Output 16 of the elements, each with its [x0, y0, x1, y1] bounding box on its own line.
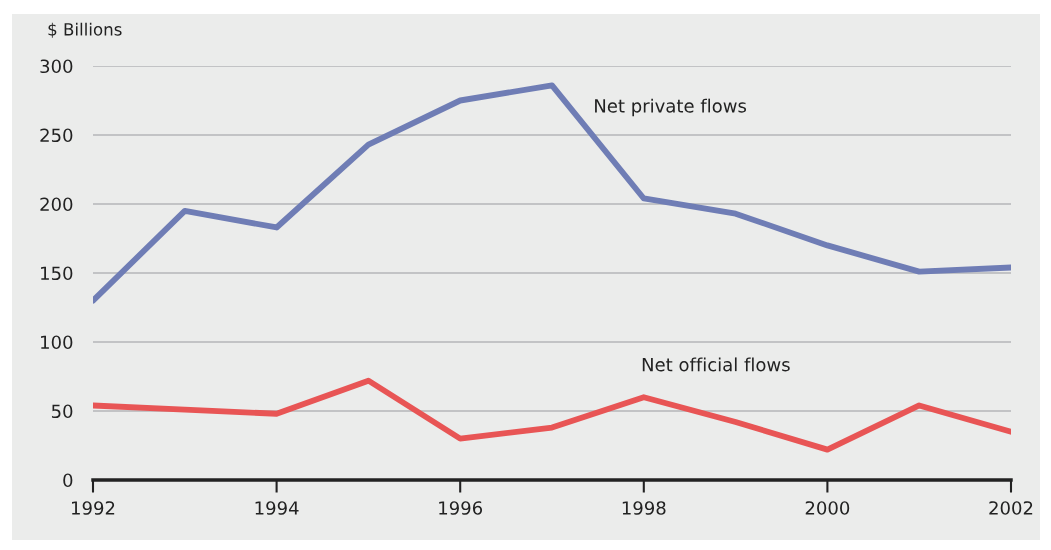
y-tick-label: 250	[40, 128, 73, 143]
y-tick-label: 200	[40, 197, 73, 212]
series-label: Net private flows	[595, 98, 747, 117]
x-tick-label: 2000	[805, 501, 850, 515]
x-tick-label: 1992	[72, 501, 115, 515]
x-tick-label: 1994	[255, 501, 299, 515]
y-tick-label: 100	[41, 335, 73, 350]
x-tick-label: 1996	[439, 501, 483, 515]
series-label: Net official flows	[642, 357, 790, 372]
y-tick-label: 150	[41, 266, 73, 281]
y-axis-title: $ Billions	[48, 22, 122, 38]
x-tick-label: 1998	[622, 501, 666, 515]
y-tick-label: 0	[63, 473, 73, 488]
x-tick-label: 2002	[989, 501, 1033, 515]
y-tick-label: 300	[40, 59, 73, 74]
y-tick-label: 50	[51, 404, 73, 419]
